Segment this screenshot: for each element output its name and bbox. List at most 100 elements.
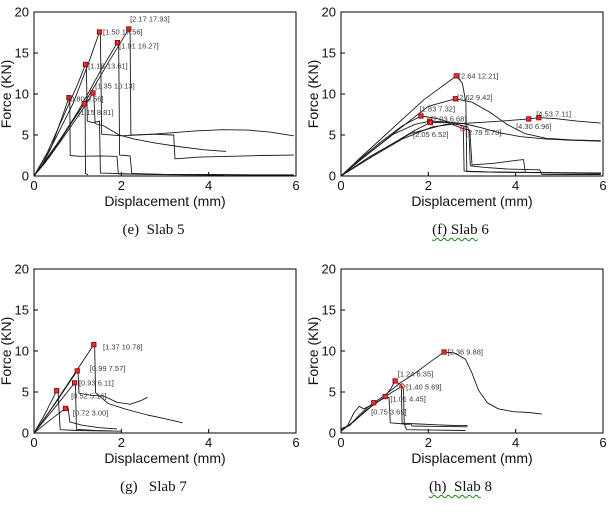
data-point-marker <box>74 368 80 374</box>
data-point-annotation: [0.99 7.57] <box>90 364 125 373</box>
data-point-annotation: [0.75 3.69] <box>371 408 406 417</box>
force-displacement-curve <box>33 28 294 177</box>
y-axis-label: Force (KN) <box>0 317 14 385</box>
y-axis-label: Force (KN) <box>0 60 14 128</box>
data-point-annotation: [1.40 5.69] <box>406 383 441 392</box>
data-point-marker <box>536 115 542 121</box>
force-displacement-curve <box>33 370 148 434</box>
data-point-annotation: [1.24 6.35] <box>398 370 433 379</box>
data-point-marker <box>82 61 89 67</box>
data-point-annotation: [1.18 13.61] <box>88 62 128 71</box>
plot-cell-slab7: 0 2 4 6 0 5 10 15 20 Displacement (mm) Force (KN) [… <box>0 257 307 514</box>
data-point-annotation: [1.50 17.56] <box>103 27 143 36</box>
caption-slab6: (f) Slab 6 <box>307 222 614 239</box>
force-displacement-curve <box>33 92 227 177</box>
chart-slab-8: 0 2 4 6 0 5 10 15 20 Displacement (mm) Force (KN) [… <box>307 262 607 467</box>
force-displacement-curve <box>340 123 601 177</box>
data-point-annotation: [2.62 9.42] <box>457 93 492 102</box>
data-point-marker <box>382 393 388 400</box>
caption-text: (h) Slab <box>429 479 481 495</box>
y-tick-label: 10 <box>15 344 29 359</box>
data-point-annotation: [4.53 7.11] <box>536 109 571 118</box>
data-point-marker <box>453 73 459 79</box>
y-tick-label: 20 <box>15 262 29 277</box>
y-tick-label: 0 <box>329 169 336 184</box>
data-point-annotation: [1.35 10.13] <box>95 81 135 90</box>
data-point-annotation: [1.37 10.78] <box>103 343 143 352</box>
data-point-annotation: [2.05 6.52] <box>413 130 448 139</box>
y-tick-label: 10 <box>15 87 29 102</box>
x-tick-label: 4 <box>205 178 212 193</box>
y-tick-label: 15 <box>322 303 336 318</box>
x-tick-label: 4 <box>512 178 519 193</box>
plot-cell-slab6: 0 2 4 6 0 5 10 15 20 Displacement (mm) Force (KN) [… <box>307 0 614 257</box>
force-displacement-curve <box>340 385 468 432</box>
data-point-marker <box>126 26 132 32</box>
data-point-annotation: [2.36 9.88] <box>448 347 483 356</box>
force-displacement-curve <box>33 407 118 434</box>
x-tick-label: 6 <box>292 178 299 193</box>
data-point-annotation: [1.15 8.81] <box>78 108 113 117</box>
x-tick-label: 6 <box>292 435 299 450</box>
force-displacement-curve <box>340 75 601 177</box>
caption-text: 6 <box>477 222 489 238</box>
x-tick-label: 0 <box>30 435 37 450</box>
chart-slab-6: 0 2 4 6 0 5 10 15 20 Displacement (mm) Force (KN) [… <box>307 5 607 210</box>
caption-text: 8 <box>480 479 492 495</box>
data-point-marker <box>452 96 459 102</box>
y-tick-label: 20 <box>15 5 29 20</box>
data-point-annotation: [1.83 7.32] <box>420 104 455 113</box>
data-point-marker <box>96 29 103 35</box>
caption-slab7: (g) Slab 7 <box>0 479 307 496</box>
x-tick-label: 6 <box>599 178 606 193</box>
force-displacement-curve <box>340 98 601 177</box>
x-axis-label: Displacement (mm) <box>104 193 225 209</box>
x-tick-label: 2 <box>425 435 432 450</box>
y-tick-label: 10 <box>322 344 336 359</box>
data-point-annotation: [1.01 4.45] <box>390 395 425 404</box>
data-point-marker <box>418 113 424 119</box>
data-point-annotation: [0.52 5.16] <box>71 391 106 400</box>
y-tick-label: 5 <box>329 385 336 400</box>
x-axis-label: Displacement (mm) <box>411 450 532 466</box>
data-point-annotation: [2.17 17.93] <box>130 15 170 24</box>
caption-slab8: (h) Slab 8 <box>307 479 614 496</box>
y-tick-label: 0 <box>22 169 29 184</box>
y-tick-label: 20 <box>322 262 336 277</box>
x-tick-label: 2 <box>118 178 125 193</box>
caption-text: (f) Slab <box>432 222 478 238</box>
plot-cell-slab8: 0 2 4 6 0 5 10 15 20 Displacement (mm) Force (KN) [… <box>307 257 614 514</box>
data-point-annotation: [2.79 5.78] <box>466 128 501 137</box>
x-tick-label: 0 <box>337 435 344 450</box>
data-point-marker <box>81 101 87 107</box>
data-point-marker <box>72 380 78 386</box>
y-tick-label: 5 <box>329 128 336 143</box>
force-displacement-curve <box>33 42 294 177</box>
data-point-marker <box>392 378 398 384</box>
data-point-marker <box>398 382 406 390</box>
x-axis-label: Displacement (mm) <box>104 450 225 466</box>
data-point-annotation: [0.93 6.11] <box>79 379 114 388</box>
x-tick-label: 0 <box>337 178 344 193</box>
force-displacement-curve <box>340 396 466 431</box>
x-tick-label: 2 <box>425 178 432 193</box>
y-tick-label: 5 <box>22 385 29 400</box>
data-point-marker <box>371 400 377 406</box>
caption-slab5: (e) Slab 5 <box>0 222 307 239</box>
x-tick-label: 0 <box>30 178 37 193</box>
data-point-marker <box>66 95 72 101</box>
x-tick-label: 4 <box>512 435 519 450</box>
y-tick-label: 0 <box>329 426 336 441</box>
data-point-annotation: [2.64 12.21] <box>459 72 499 81</box>
data-point-marker <box>54 388 60 394</box>
data-point-marker <box>90 90 96 96</box>
chart-slab-7: 0 2 4 6 0 5 10 15 20 Displacement (mm) Force (KN) [… <box>0 262 300 467</box>
force-displacement-curve <box>33 31 294 177</box>
chart-slab-5: 0 2 4 6 0 5 10 15 20 Displacement (mm) Force (KN) [… <box>0 5 300 210</box>
y-tick-label: 5 <box>22 128 29 143</box>
data-point-marker <box>62 405 69 411</box>
x-tick-label: 4 <box>205 435 212 450</box>
y-tick-label: 15 <box>322 46 336 61</box>
data-point-annotation: [1.91 16.27] <box>119 42 159 51</box>
